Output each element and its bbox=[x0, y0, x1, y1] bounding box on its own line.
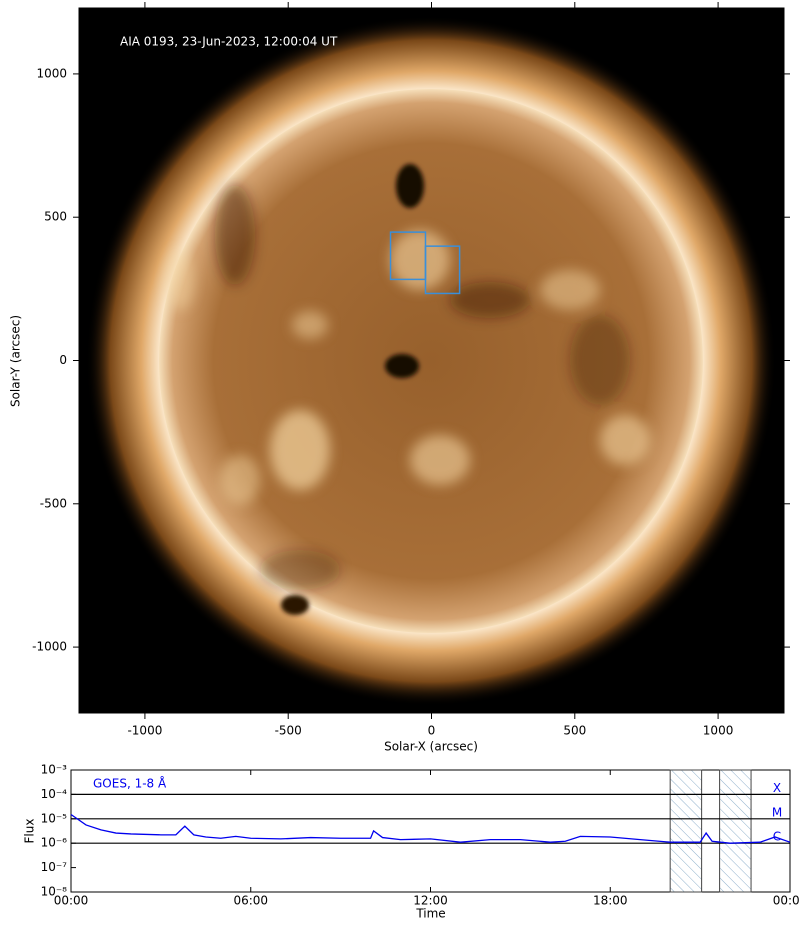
x-tick-label: 500 bbox=[563, 724, 586, 738]
shaded-interval bbox=[719, 769, 752, 893]
x-tick-label: 00:00 bbox=[54, 894, 89, 908]
y-tick-label: -1000 bbox=[32, 640, 67, 654]
x-tick-label: 06:00 bbox=[233, 894, 268, 908]
y-axis-label: Solar-Y (arcsec) bbox=[9, 315, 23, 407]
solar-disk bbox=[159, 89, 703, 633]
class-label: M bbox=[772, 805, 782, 819]
y-tick-label: 10⁻⁷ bbox=[41, 860, 68, 874]
y-tick-label: 10⁻⁶ bbox=[41, 836, 68, 850]
y-axis-label: Flux bbox=[23, 819, 37, 844]
legend-label: GOES, 1-8 Å bbox=[93, 776, 167, 791]
y-tick-label: 10⁻⁴ bbox=[41, 787, 68, 801]
y-tick-label: 0 bbox=[59, 353, 67, 367]
x-tick-label: -1000 bbox=[127, 724, 162, 738]
y-tick-label: 1000 bbox=[36, 66, 67, 80]
x-axis-label: Time bbox=[415, 907, 445, 921]
x-tick-label: 18:00 bbox=[593, 894, 628, 908]
y-tick-label: 10⁻⁵ bbox=[41, 811, 68, 825]
active-regions bbox=[166, 185, 650, 590]
y-tick-label: 10⁻⁸ bbox=[41, 885, 68, 899]
x-tick-label: 0 bbox=[428, 724, 436, 738]
shaded-interval bbox=[669, 769, 703, 893]
class-label: C bbox=[773, 830, 781, 844]
image-annotation: AIA 0193, 23-Jun-2023, 12:00:04 UT bbox=[120, 35, 338, 49]
x-tick-label: 1000 bbox=[703, 724, 734, 738]
coronal-holes bbox=[281, 164, 424, 615]
y-tick-label: 500 bbox=[44, 210, 67, 224]
x-axis-label: Solar-X (arcsec) bbox=[384, 740, 478, 754]
solar-image bbox=[79, 8, 784, 713]
y-tick-label: 10⁻³ bbox=[41, 763, 68, 777]
x-tick-label: 00:00 bbox=[773, 894, 799, 908]
y-tick-label: -500 bbox=[40, 496, 67, 510]
x-tick-label: 12:00 bbox=[413, 894, 448, 908]
series-line bbox=[70, 813, 791, 844]
class-label: X bbox=[773, 781, 781, 795]
x-tick-label: -500 bbox=[275, 724, 302, 738]
region-box bbox=[424, 245, 461, 295]
